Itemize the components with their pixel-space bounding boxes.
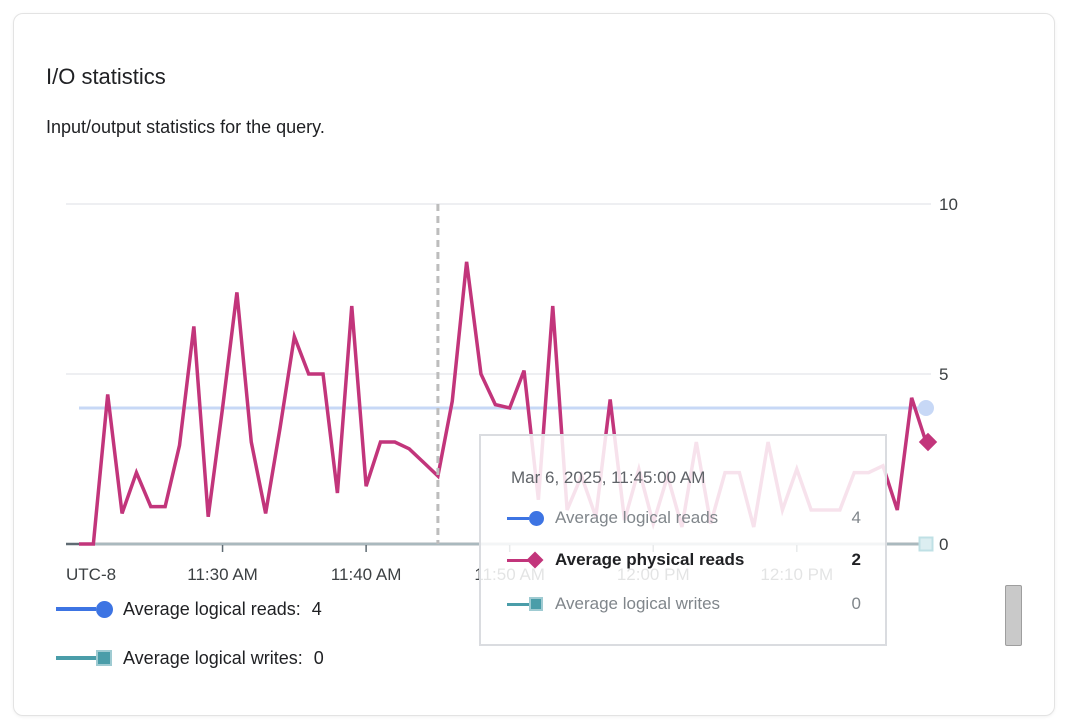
y-axis-label: 5 <box>939 365 948 384</box>
tooltip-row-logical-reads: Average logical reads 4 <box>481 506 885 530</box>
page-title: I/O statistics <box>46 64 166 89</box>
legend-value: 0 <box>313 647 324 668</box>
x-axis-label: 11:30 AM <box>187 565 258 584</box>
legend-label: Average logical writes: <box>123 647 303 668</box>
chart-tooltip: Mar 6, 2025, 11:45:00 AM Average logical… <box>479 434 887 646</box>
y-axis-label: 0 <box>939 535 948 554</box>
y-axis-label: 10 <box>939 195 958 214</box>
physical-reads-series-icon <box>507 551 555 569</box>
tooltip-datetime: Mar 6, 2025, 11:45:00 AM <box>511 468 706 487</box>
logical-writes-series-icon <box>507 597 555 611</box>
io-statistics-card: I/O statistics Input/output statistics f… <box>13 13 1055 716</box>
logical-writes-end-marker <box>918 536 934 552</box>
tooltip-label: Average physical reads <box>555 550 745 569</box>
teal-line-icon <box>507 602 529 606</box>
blue-circle-icon <box>96 600 113 618</box>
tooltip-row-logical-writes: Average logical writes 0 <box>481 592 885 616</box>
teal-square-icon <box>529 597 543 611</box>
teal-square-icon <box>96 650 112 666</box>
blue-circle-icon <box>529 510 544 526</box>
logical-reads-end-marker <box>918 400 934 416</box>
x-axis-timezone-label: UTC-8 <box>66 565 116 584</box>
physical-reads-end-marker <box>918 432 938 452</box>
logical-reads-series-icon <box>56 600 123 618</box>
logical-reads-series-icon <box>507 510 555 526</box>
x-axis-label: 11:40 AM <box>331 565 402 584</box>
tooltip-value: 0 <box>851 594 861 613</box>
legend-item-logical-writes: Average logical writes: 0 <box>56 645 324 671</box>
legend-value: 4 <box>311 598 322 619</box>
blue-line-icon <box>507 516 529 520</box>
blue-line-icon <box>56 607 96 611</box>
tooltip-label: Average logical reads <box>555 508 719 527</box>
page-subtitle: Input/output statistics for the query. <box>46 117 325 137</box>
teal-line-icon <box>56 656 96 660</box>
logical-writes-series-icon <box>56 650 123 666</box>
pink-diamond-icon <box>526 551 544 569</box>
vertical-scrollbar-thumb[interactable] <box>1005 585 1022 646</box>
legend-label: Average logical reads: <box>123 598 301 619</box>
tooltip-value: 4 <box>851 508 861 527</box>
tooltip-value: 2 <box>851 550 861 569</box>
tooltip-row-physical-reads: Average physical reads 2 <box>481 548 885 572</box>
pink-line-icon <box>507 558 529 562</box>
tooltip-label: Average logical writes <box>555 594 721 613</box>
legend-item-logical-reads: Average logical reads: 4 <box>56 596 322 622</box>
